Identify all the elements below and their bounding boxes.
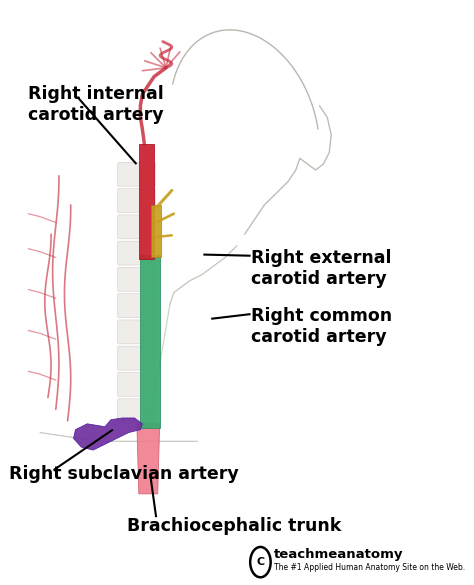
Polygon shape [137, 424, 160, 494]
FancyBboxPatch shape [140, 254, 161, 428]
Text: Right common
carotid artery: Right common carotid artery [251, 307, 392, 346]
Text: C: C [256, 557, 264, 567]
Text: Right subclavian artery: Right subclavian artery [9, 464, 238, 483]
Text: Right external
carotid artery: Right external carotid artery [251, 249, 391, 288]
FancyBboxPatch shape [118, 399, 155, 422]
FancyBboxPatch shape [118, 188, 155, 212]
Polygon shape [73, 418, 142, 450]
Text: teachmeanatomy: teachmeanatomy [274, 548, 404, 561]
Text: Right internal
carotid artery: Right internal carotid artery [28, 85, 164, 124]
FancyBboxPatch shape [118, 267, 155, 291]
FancyBboxPatch shape [139, 144, 154, 259]
FancyBboxPatch shape [151, 205, 161, 257]
FancyBboxPatch shape [118, 241, 155, 265]
FancyBboxPatch shape [118, 346, 155, 370]
Text: Brachiocephalic trunk: Brachiocephalic trunk [127, 517, 341, 535]
FancyBboxPatch shape [118, 163, 155, 186]
FancyBboxPatch shape [118, 373, 155, 397]
FancyBboxPatch shape [118, 215, 155, 239]
Text: The #1 Applied Human Anatomy Site on the Web.: The #1 Applied Human Anatomy Site on the… [274, 563, 465, 573]
FancyBboxPatch shape [118, 320, 155, 344]
FancyBboxPatch shape [118, 294, 155, 318]
